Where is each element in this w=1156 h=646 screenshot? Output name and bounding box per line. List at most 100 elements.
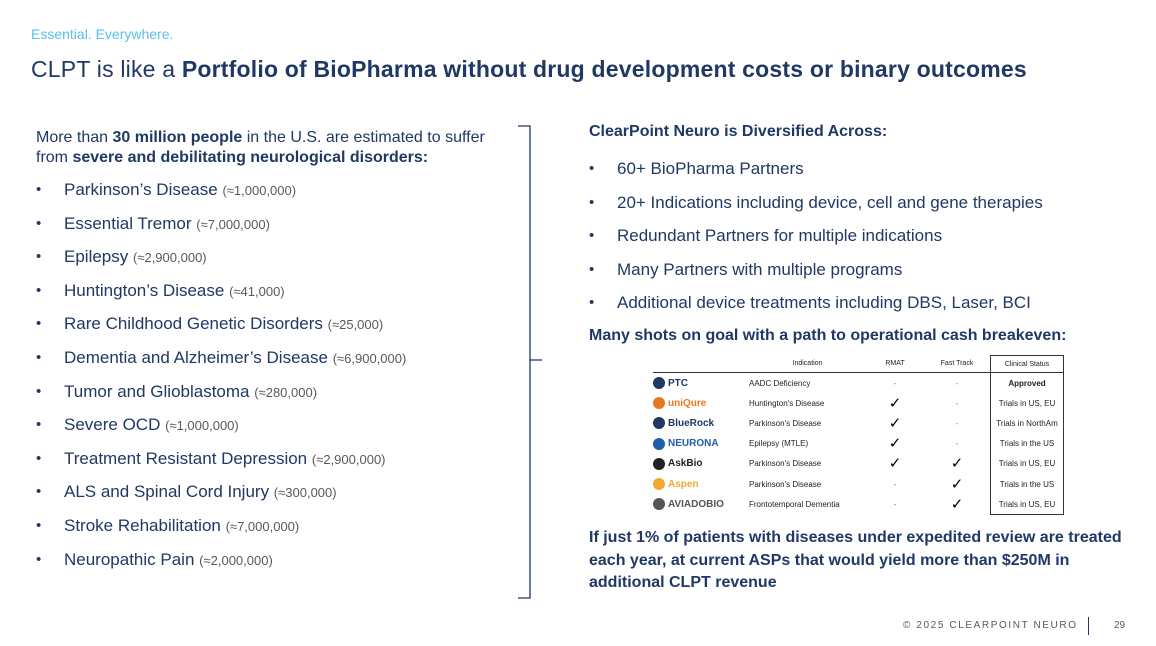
partner-logo-label: BlueRock (668, 417, 715, 429)
disorder-item: Tumor and Glioblastoma (≈280,000) (36, 375, 516, 409)
disorder-name: Epilepsy (64, 247, 129, 267)
fast-track-cell: - (955, 398, 959, 408)
disorder-item: Stroke Rehabilitation (≈7,000,000) (36, 509, 516, 543)
fast-track-cell: - (955, 418, 959, 428)
disorder-count: (≈1,000,000) (222, 183, 297, 198)
fast-track-cell: - (955, 378, 959, 388)
right-column: ClearPoint Neuro is Diversified Across: … (589, 120, 1129, 348)
partner-logo-icon (653, 377, 665, 390)
partner-logo: AVIADOBIO (653, 498, 747, 511)
disorder-item: Rare Childhood Genetic Disorders (≈25,00… (36, 307, 516, 341)
fast-track-header: Fast Track (924, 355, 991, 373)
disorder-name: Essential Tremor (64, 213, 192, 233)
disorder-item: Huntington’s Disease (≈41,000) (36, 274, 516, 308)
partner-logo-cell: AskBio (653, 454, 747, 474)
disorder-name: Stroke Rehabilitation (64, 515, 221, 535)
partner-logo-label: PTC (668, 377, 688, 389)
rmat-cell: - (893, 479, 897, 489)
diversified-item: 20+ Indications including device, cell a… (589, 186, 1129, 220)
disorder-count: (≈2,900,000) (311, 451, 386, 467)
disorder-name: Severe OCD (64, 415, 161, 435)
disorder-name: Tumor and Glioblastoma (64, 381, 250, 401)
clinical-status-cell: Approved (990, 372, 1064, 394)
indication-cell: Frontotemporal Dementia (749, 499, 840, 509)
indication-cell: Parkinson's Disease (749, 459, 822, 469)
disorder-item: Neuropathic Pain (≈2,000,000) (36, 543, 516, 577)
rmat-cell: ✓ (888, 414, 902, 432)
disorder-item: Treatment Resistant Depression (≈2,900,0… (36, 442, 516, 476)
rmat-cell: - (893, 499, 897, 509)
indication-cell: Epilepsy (MTLE) (749, 439, 809, 449)
partner-logo-icon (653, 437, 665, 450)
table-header-row: Indication RMAT Fast Track Clinical Stat… (653, 355, 1064, 373)
disorder-count: (≈1,000,000) (165, 418, 239, 434)
indication-cell: AADC Deficiency (749, 378, 811, 388)
disorder-item: ALS and Spinal Cord Injury (≈300,000) (36, 475, 516, 509)
fast-track-cell: - (955, 439, 959, 449)
rmat-header: RMAT (866, 355, 924, 373)
partner-logo: NEURONA (653, 437, 747, 450)
disorder-name: ALS and Spinal Cord Injury (64, 482, 270, 502)
partner-logo-cell: AVIADOBIO (653, 494, 747, 515)
partner-logo-label: AVIADOBIO (668, 498, 724, 510)
rmat-cell: - (893, 378, 897, 388)
rmat-cell: ✓ (888, 435, 902, 453)
intro-text-1: More than (36, 129, 113, 146)
partner-logo-icon (653, 397, 665, 410)
partner-logo-label: NEURONA (668, 438, 719, 450)
partner-logo-label: Aspen (668, 478, 699, 490)
indication-cell: Parkinson's Disease (749, 479, 822, 489)
indication-cell: Huntington's Disease (749, 398, 825, 408)
diversified-item: Redundant Partners for multiple indicati… (589, 219, 1129, 253)
disorder-count: (≈2,900,000) (133, 250, 207, 266)
partner-logo-icon (653, 478, 665, 491)
disorder-item: Parkinson’s Disease (≈1,000,000) (36, 173, 516, 207)
disorder-count: (≈2,000,000) (199, 552, 273, 568)
partner-logo-icon (653, 498, 665, 511)
table-body: PTC AADC Deficiency - - Approved uniQure Hunti… (653, 372, 1064, 516)
fast-track-cell: ✓ (950, 455, 964, 473)
disorder-item: Dementia and Alzheimer’s Disease (≈6,900… (36, 341, 516, 375)
disorder-name: Rare Childhood Genetic Disorders (64, 314, 323, 334)
partner-logo-cell: BlueRock (653, 413, 747, 433)
partner-logo: uniQure (653, 397, 747, 410)
clinical-status-cell: Trials in NorthAm (990, 413, 1064, 434)
intro-bold-2: severe and debilitating neurological dis… (72, 149, 429, 166)
indication-cell: Parkinson's Disease (749, 418, 822, 428)
diversified-heading: ClearPoint Neuro is Diversified Across: (589, 123, 888, 140)
diversified-list: 60+ BioPharma Partners 20+ Indications i… (589, 152, 1129, 320)
clinical-status-cell: Trials in the US (990, 473, 1064, 495)
disorder-name: Parkinson’s Disease (64, 180, 218, 199)
disorder-item: Epilepsy (≈2,900,000) (36, 240, 516, 274)
logo-header (653, 355, 747, 373)
table-row: uniQure Huntington's Disease ✓ - Trials in U… (653, 393, 1064, 414)
disorder-count: (≈6,900,000) (332, 350, 407, 366)
clinical-status-cell: Trials in US, EU (990, 393, 1064, 414)
partner-logo-cell: PTC (653, 373, 747, 394)
rmat-cell: ✓ (888, 455, 902, 473)
partner-logo-cell: Aspen (653, 474, 747, 494)
table-row: Aspen Parkinson's Disease - ✓ Trials in the … (653, 473, 1064, 495)
diversified-item: 60+ BioPharma Partners (589, 152, 1129, 186)
intro-bold-1: 30 million people (112, 129, 243, 146)
fast-track-cell: ✓ (950, 475, 964, 493)
partner-logo: BlueRock (653, 417, 747, 430)
indication-header: Indication (747, 355, 866, 373)
partner-table: Indication RMAT Fast Track Clinical Stat… (653, 355, 1064, 516)
partner-logo-icon (653, 417, 665, 430)
conclusion-text: If just 1% of patients with diseases und… (589, 529, 1122, 591)
disorder-name: Huntington’s Disease (64, 280, 225, 300)
disorder-name: Dementia and Alzheimer’s Disease (64, 347, 328, 367)
clinical-status-cell: Trials in the US (990, 433, 1064, 454)
disorder-item: Severe OCD (≈1,000,000) (36, 408, 516, 442)
table-row: NEURONA Epilepsy (MTLE) ✓ - Trials in the US (653, 433, 1064, 454)
diversified-item: Many Partners with multiple programs (589, 253, 1129, 287)
partner-logo-icon (653, 457, 665, 470)
partner-logo-cell: NEURONA (653, 434, 747, 454)
partner-logo: PTC (653, 377, 747, 390)
disorder-list: Parkinson’s Disease (≈1,000,000) Essenti… (36, 173, 516, 576)
footer-divider (1088, 617, 1089, 635)
disorder-count: (≈300,000) (273, 485, 337, 501)
page-number: 29 (1114, 620, 1126, 631)
disorder-name: Neuropathic Pain (64, 549, 195, 569)
